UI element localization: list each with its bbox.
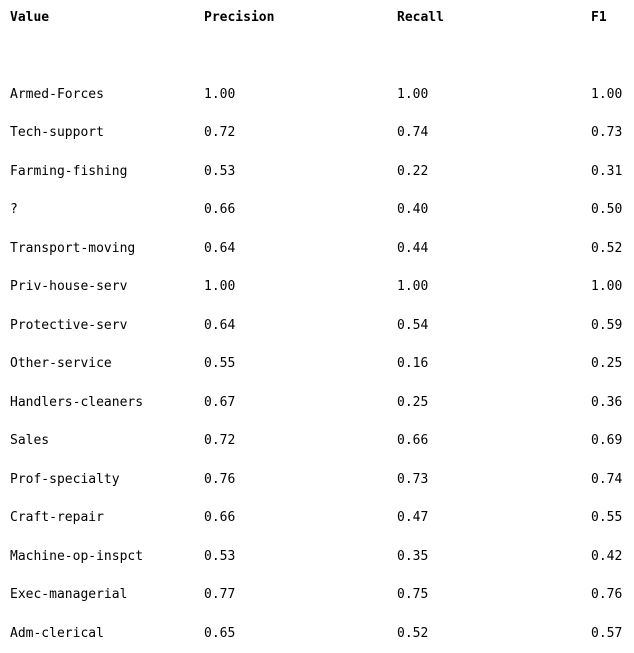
cell-f1: 0.52 — [591, 240, 623, 256]
cell-f1: 0.42 — [591, 548, 623, 564]
cell-precision: 1.00 — [204, 86, 236, 102]
cell-precision: 0.66 — [204, 202, 236, 218]
cell-f1: 0.57 — [591, 625, 623, 641]
cell-precision: 0.77 — [204, 587, 236, 603]
cell-value: Craft-repair — [10, 510, 104, 526]
cell-f1: 0.76 — [591, 587, 623, 603]
cell-f1: 0.74 — [591, 471, 623, 487]
cell-value: Adm-clerical — [10, 625, 104, 641]
header-recall: Recall — [397, 9, 444, 25]
table-row: ? 0.66 0.40 0.50 — [10, 191, 634, 230]
cell-recall: 0.35 — [397, 548, 429, 564]
header-f1: F1 — [591, 9, 607, 25]
cell-value: Exec-managerial — [10, 587, 128, 603]
cell-f1: 0.31 — [591, 163, 623, 179]
cell-precision: 0.64 — [204, 317, 236, 333]
cell-recall: 0.47 — [397, 510, 429, 526]
table-row: Armed-Forces 1.00 1.00 1.00 — [10, 75, 634, 114]
table-row: Protective-serv 0.64 0.54 0.59 — [10, 306, 634, 345]
cell-precision: 0.67 — [204, 394, 236, 410]
metrics-table: Value Precision Recall F1 Armed-Forces 1… — [10, 8, 634, 653]
cell-precision: 0.66 — [204, 510, 236, 526]
cell-value: Priv-house-serv — [10, 279, 128, 295]
cell-f1: 1.00 — [591, 86, 623, 102]
cell-recall: 0.75 — [397, 587, 429, 603]
cell-value: Machine-op-inspct — [10, 548, 144, 564]
table-header: Value Precision Recall F1 — [10, 8, 634, 26]
cell-f1: 0.25 — [591, 356, 623, 372]
cell-precision: 0.65 — [204, 625, 236, 641]
cell-value: ? — [10, 202, 18, 218]
cell-recall: 0.44 — [397, 240, 429, 256]
cell-recall: 0.52 — [397, 625, 429, 641]
cell-value: Prof-specialty — [10, 471, 120, 487]
cell-recall: 0.40 — [397, 202, 429, 218]
cell-f1: 0.59 — [591, 317, 623, 333]
cell-f1: 1.00 — [591, 279, 623, 295]
cell-value: Tech-support — [10, 125, 104, 141]
cell-precision: 0.55 — [204, 356, 236, 372]
cell-f1: 0.36 — [591, 394, 623, 410]
table-row: Transport-moving 0.64 0.44 0.52 — [10, 229, 634, 268]
cell-value: Armed-Forces — [10, 86, 104, 102]
cell-f1: 0.69 — [591, 433, 623, 449]
table-row: Other-service 0.55 0.16 0.25 — [10, 345, 634, 384]
cell-precision: 0.64 — [204, 240, 236, 256]
cell-recall: 0.25 — [397, 394, 429, 410]
cell-recall: 0.16 — [397, 356, 429, 372]
cell-precision: 0.53 — [204, 163, 236, 179]
header-precision: Precision — [204, 9, 275, 25]
cell-value: Sales — [10, 433, 50, 449]
cell-f1: 0.73 — [591, 125, 623, 141]
cell-value: Other-service — [10, 356, 112, 372]
cell-recall: 1.00 — [397, 279, 429, 295]
cell-precision: 1.00 — [204, 279, 236, 295]
table-row: Priv-house-serv 1.00 1.00 1.00 — [10, 268, 634, 307]
table-row: Sales 0.72 0.66 0.69 — [10, 422, 634, 461]
cell-precision: 0.76 — [204, 471, 236, 487]
cell-recall: 0.22 — [397, 163, 429, 179]
table-row: Prof-specialty 0.76 0.73 0.74 — [10, 460, 634, 499]
table-row: Adm-clerical 0.65 0.52 0.57 — [10, 614, 634, 653]
table-row: Exec-managerial 0.77 0.75 0.76 — [10, 576, 634, 615]
cell-f1: 0.55 — [591, 510, 623, 526]
table-row: Craft-repair 0.66 0.47 0.55 — [10, 499, 634, 538]
cell-value: Transport-moving — [10, 240, 136, 256]
cell-precision: 0.72 — [204, 433, 236, 449]
header-value: Value — [10, 9, 50, 25]
cell-precision: 0.53 — [204, 548, 236, 564]
table-row: Tech-support 0.72 0.74 0.73 — [10, 114, 634, 153]
cell-recall: 0.54 — [397, 317, 429, 333]
table-row: Farming-fishing 0.53 0.22 0.31 — [10, 152, 634, 191]
table-row: Machine-op-inspct 0.53 0.35 0.42 — [10, 537, 634, 576]
cell-value: Handlers-cleaners — [10, 394, 144, 410]
cell-recall: 1.00 — [397, 86, 429, 102]
cell-value: Protective-serv — [10, 317, 128, 333]
cell-f1: 0.50 — [591, 202, 623, 218]
cell-recall: 0.66 — [397, 433, 429, 449]
cell-precision: 0.72 — [204, 125, 236, 141]
cell-recall: 0.73 — [397, 471, 429, 487]
table-row: Handlers-cleaners 0.67 0.25 0.36 — [10, 383, 634, 422]
cell-recall: 0.74 — [397, 125, 429, 141]
cell-value: Farming-fishing — [10, 163, 128, 179]
